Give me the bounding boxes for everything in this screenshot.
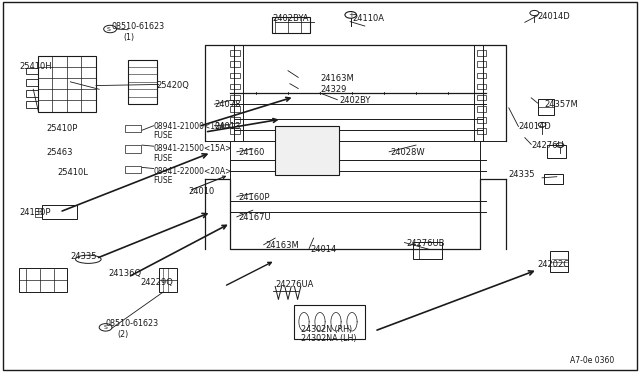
Bar — [230, 61, 240, 67]
Text: 24078: 24078 — [214, 100, 241, 109]
Text: 24335: 24335 — [70, 252, 97, 261]
Text: 24028W: 24028W — [390, 148, 425, 157]
Bar — [230, 95, 240, 100]
Text: 24014D: 24014D — [518, 122, 551, 131]
Text: 24160P: 24160P — [239, 193, 270, 202]
Text: 25410H: 25410H — [19, 62, 52, 71]
Text: (2): (2) — [117, 330, 129, 339]
Bar — [230, 117, 240, 123]
Text: A7-0e 0360: A7-0e 0360 — [570, 356, 614, 365]
Bar — [42, 205, 77, 219]
Bar — [230, 106, 240, 112]
Bar — [230, 128, 240, 134]
Text: 24163M: 24163M — [266, 241, 300, 250]
Bar — [547, 145, 566, 158]
Text: (1): (1) — [124, 33, 134, 42]
Text: 24276UB: 24276UB — [406, 239, 445, 248]
Bar — [272, 17, 310, 33]
Bar — [477, 73, 486, 78]
Text: 24167U: 24167U — [239, 213, 271, 222]
Bar — [477, 50, 486, 56]
Text: 24329: 24329 — [320, 85, 346, 94]
Bar — [477, 61, 486, 67]
Bar — [125, 145, 141, 153]
Text: +: + — [348, 12, 354, 18]
Text: 08941-22000<20A>: 08941-22000<20A> — [154, 167, 232, 176]
Bar — [125, 125, 141, 132]
Bar — [26, 90, 38, 97]
Text: S: S — [104, 325, 108, 330]
Bar — [294, 305, 365, 339]
Text: 24013: 24013 — [214, 122, 241, 131]
Bar — [26, 79, 38, 86]
Bar — [413, 242, 442, 259]
Bar — [128, 60, 157, 104]
Text: 24160: 24160 — [239, 148, 265, 157]
Text: 25420Q: 25420Q — [157, 81, 189, 90]
Text: 24130P: 24130P — [19, 208, 51, 217]
Text: 24302N (RH): 24302N (RH) — [301, 325, 352, 334]
Text: 24335: 24335 — [509, 170, 535, 179]
Text: 25463: 25463 — [46, 148, 72, 157]
Bar — [477, 117, 486, 123]
Text: S: S — [106, 26, 110, 32]
Text: 24302NA (LH): 24302NA (LH) — [301, 334, 356, 343]
Text: 25410P: 25410P — [46, 124, 77, 133]
Text: 24014: 24014 — [310, 245, 337, 254]
Bar — [19, 268, 67, 292]
Bar — [538, 99, 554, 115]
Text: 08941-21000<10A>: 08941-21000<10A> — [154, 122, 232, 131]
Text: 2402BYA: 2402BYA — [272, 14, 308, 23]
Bar — [230, 50, 240, 56]
Text: 24229Q: 24229Q — [141, 278, 173, 287]
Text: 24014D: 24014D — [538, 12, 570, 21]
Text: FUSE: FUSE — [154, 154, 173, 163]
Bar — [26, 68, 38, 74]
Text: FUSE: FUSE — [154, 176, 173, 185]
Text: 24276UA: 24276UA — [275, 280, 314, 289]
Text: FUSE: FUSE — [154, 131, 173, 140]
Bar — [477, 128, 486, 134]
Bar — [159, 268, 177, 292]
Text: 24276U: 24276U — [531, 141, 564, 150]
Text: 08510-61623: 08510-61623 — [106, 319, 159, 328]
Bar — [38, 56, 96, 112]
Text: 08510-61623: 08510-61623 — [112, 22, 165, 31]
Bar — [230, 73, 240, 78]
Bar — [125, 166, 141, 173]
Text: 24163M: 24163M — [320, 74, 354, 83]
Text: 08941-21500<15A>: 08941-21500<15A> — [154, 144, 232, 153]
Bar — [544, 174, 563, 184]
Bar — [477, 84, 486, 89]
Text: 24136Q: 24136Q — [109, 269, 142, 278]
Bar — [477, 95, 486, 100]
Text: 24202C: 24202C — [538, 260, 570, 269]
Bar — [550, 251, 568, 272]
Text: 24110A: 24110A — [352, 14, 384, 23]
Text: 2402BY: 2402BY — [339, 96, 371, 105]
Text: 25410L: 25410L — [58, 169, 88, 177]
Text: 24357M: 24357M — [544, 100, 578, 109]
Text: 24010: 24010 — [189, 187, 215, 196]
Bar — [230, 84, 240, 89]
Bar — [26, 101, 38, 108]
Bar — [275, 126, 339, 175]
Bar — [477, 106, 486, 112]
Bar — [35, 208, 42, 217]
